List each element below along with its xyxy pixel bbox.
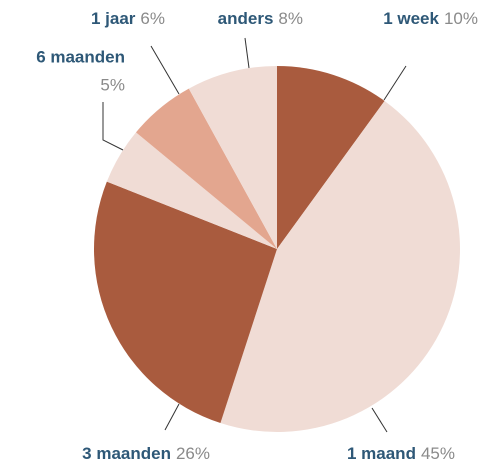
slice-label: 1 maand xyxy=(347,444,416,463)
slice-label: 6 maanden xyxy=(36,47,125,66)
pie-slice xyxy=(93,181,277,424)
leader-line xyxy=(244,37,250,69)
slice-value: 8% xyxy=(278,9,303,28)
slice-value: 5% xyxy=(100,75,125,94)
slice-value: 6% xyxy=(140,9,165,28)
pie-slice xyxy=(220,100,460,432)
pie-slice xyxy=(135,88,277,249)
slice-label-group: 1 maand 45% xyxy=(347,444,455,463)
leader-line xyxy=(150,45,180,95)
leader-line xyxy=(383,65,407,101)
slice-value: 45% xyxy=(421,444,455,463)
slice-label-group: 1 jaar 6% xyxy=(91,9,165,28)
slice-value: 26% xyxy=(176,444,210,463)
slice-label: 1 jaar xyxy=(91,9,136,28)
leader-line xyxy=(164,403,180,431)
slice-label-group: 1 week 10% xyxy=(383,9,478,28)
slice-value: 10% xyxy=(444,9,478,28)
pie-slice xyxy=(106,132,277,249)
slice-label: anders xyxy=(218,9,274,28)
slice-label: 3 maanden xyxy=(82,444,171,463)
leader-line xyxy=(102,102,124,151)
pie-slice xyxy=(188,66,277,249)
leader-line xyxy=(371,407,388,433)
slice-label-group: 3 maanden 26% xyxy=(82,444,210,463)
slice-label: 1 week xyxy=(383,9,439,28)
slice-label-group: anders 8% xyxy=(218,9,303,28)
pie-slice xyxy=(277,66,385,249)
